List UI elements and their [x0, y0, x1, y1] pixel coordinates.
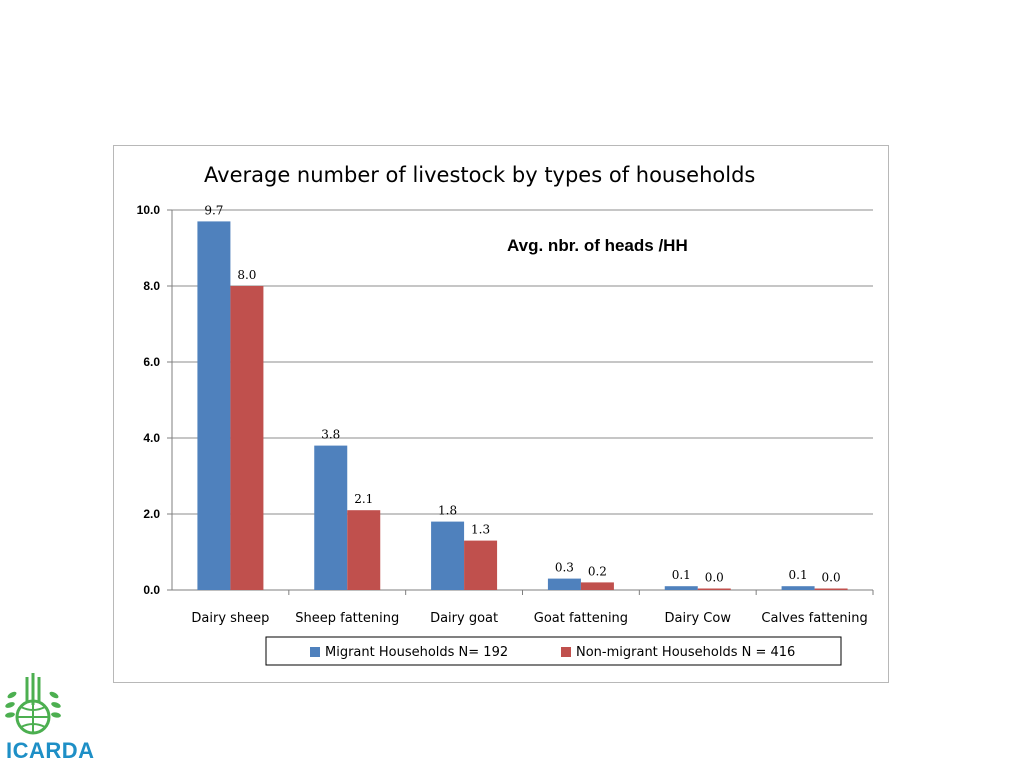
bar-migrant — [547, 578, 581, 590]
icarda-emblem-icon — [5, 673, 61, 735]
legend-swatch — [561, 647, 571, 657]
data-label: 3.8 — [321, 428, 340, 442]
bar-migrant — [431, 521, 465, 590]
data-label: 8.0 — [237, 268, 256, 282]
data-label: 0.0 — [705, 571, 724, 585]
y-tick-label: 2.0 — [143, 507, 160, 521]
chart-title: Average number of livestock by types of … — [204, 163, 755, 187]
bar-migrant — [781, 586, 815, 590]
bar-migrant — [197, 221, 231, 590]
legend-swatch — [310, 647, 320, 657]
x-category-label: Calves fattening — [761, 611, 867, 626]
x-category-label: Dairy Cow — [665, 611, 732, 626]
bar-migrant — [664, 586, 698, 590]
bar-non-migrant — [580, 582, 614, 590]
x-category-label: Dairy sheep — [191, 611, 269, 626]
data-label: 0.1 — [789, 568, 808, 582]
bar-non-migrant — [464, 540, 498, 590]
bar-non-migrant — [230, 286, 264, 590]
data-label: 1.3 — [471, 523, 490, 537]
chart-annotation: Avg. nbr. of heads /HH — [507, 236, 688, 255]
data-label: 1.8 — [438, 504, 457, 518]
y-tick-label: 0.0 — [143, 583, 160, 597]
data-label: 2.1 — [354, 492, 373, 506]
legend-box — [265, 636, 842, 666]
x-category-label: Dairy goat — [430, 611, 498, 626]
bar-chart: Average number of livestock by types of … — [137, 163, 874, 666]
legend-label: Migrant Households N= 192 — [325, 645, 508, 660]
x-category-label: Sheep fattening — [295, 611, 399, 626]
bar-non-migrant — [697, 588, 731, 590]
y-tick-label: 6.0 — [143, 355, 160, 369]
data-label: 0.0 — [822, 571, 841, 585]
x-category-label: Goat fattening — [534, 611, 628, 626]
chart-frame: Average number of livestock by types of … — [113, 145, 889, 683]
data-label: 9.7 — [204, 203, 223, 217]
y-tick-label: 8.0 — [143, 279, 160, 293]
bar-non-migrant — [814, 588, 848, 590]
data-label: 0.2 — [588, 564, 607, 578]
data-label: 0.3 — [555, 561, 574, 575]
y-tick-label: 10.0 — [137, 203, 161, 217]
logo-wordmark: ICARDA — [6, 738, 95, 763]
bar-migrant — [314, 445, 348, 590]
y-tick-label: 4.0 — [143, 431, 160, 445]
bar-non-migrant — [347, 510, 381, 590]
data-label: 0.1 — [672, 568, 691, 582]
legend-label: Non-migrant Households N = 416 — [576, 645, 795, 660]
